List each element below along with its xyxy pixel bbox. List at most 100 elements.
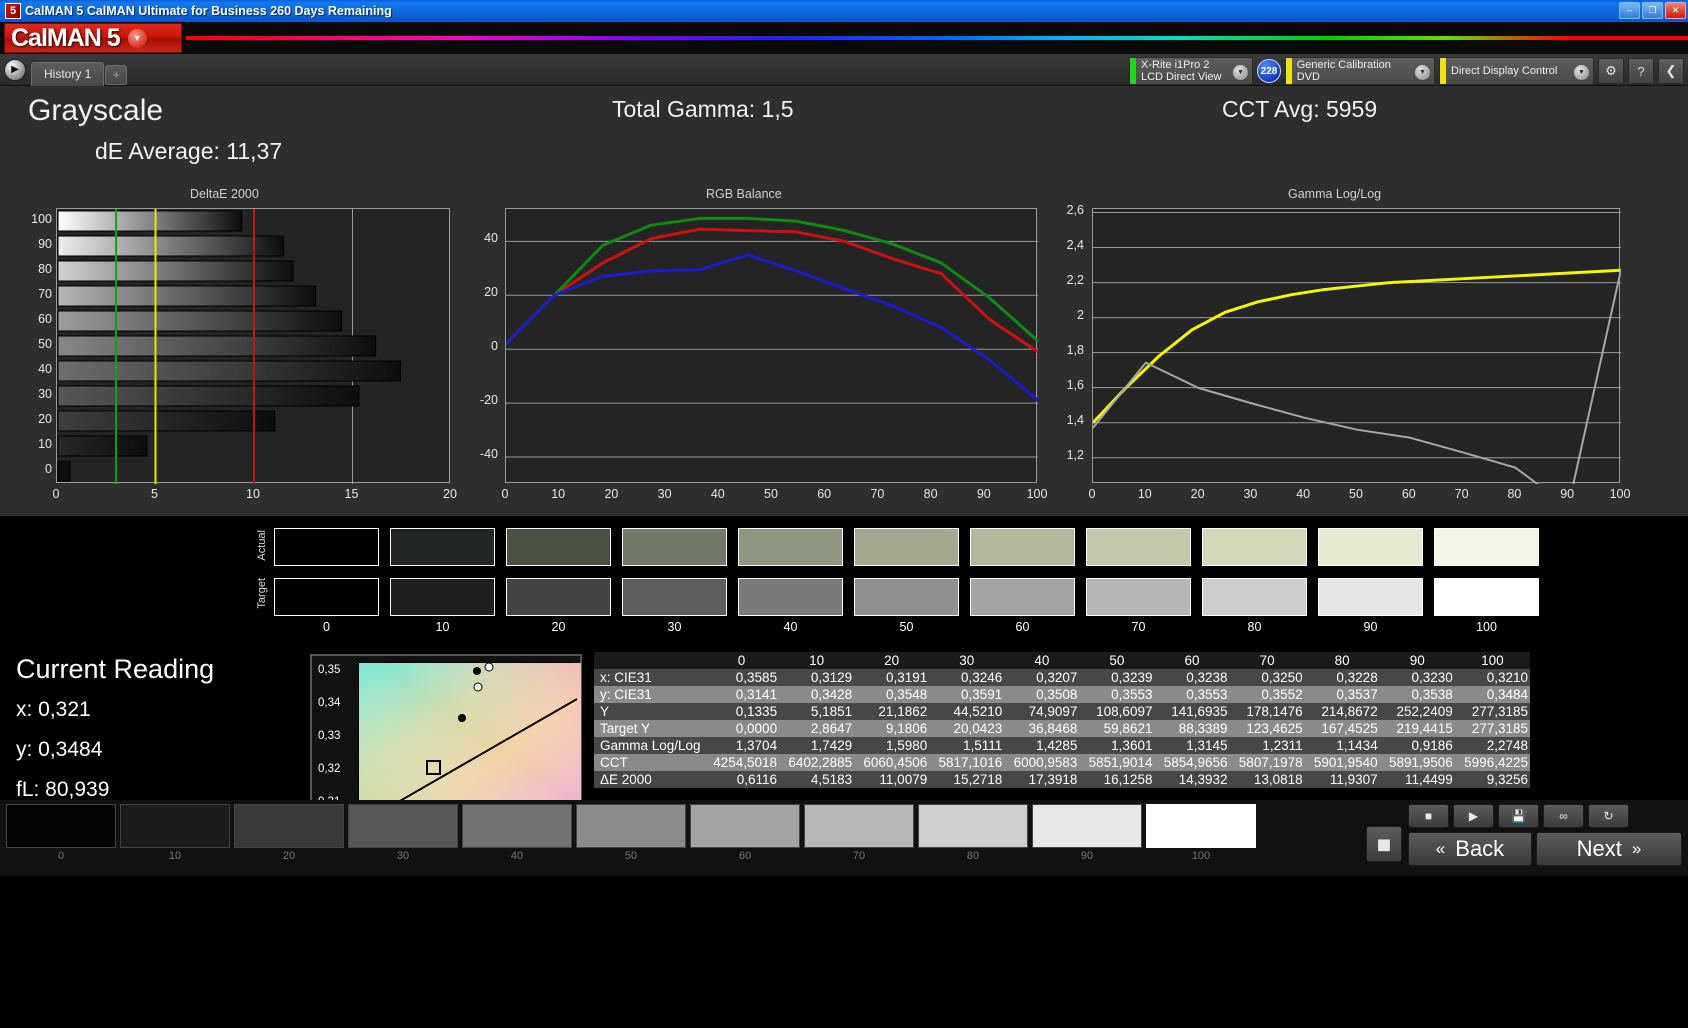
- table-cell: 0,3428: [779, 686, 855, 703]
- table-row-label: x: CIE31: [594, 669, 704, 686]
- target-patch: [506, 578, 611, 616]
- total-gamma-value: Total Gamma: 1,5: [612, 96, 794, 122]
- target-patch: [1434, 578, 1539, 616]
- table-cell: 9,1806: [854, 720, 930, 737]
- app-icon: 5: [5, 3, 21, 19]
- source-status-indicator: [1286, 58, 1292, 84]
- rgb-xtick: 60: [817, 487, 832, 501]
- logo-text: CalMAN 5: [11, 23, 121, 52]
- rgb-ytick: 0: [491, 339, 498, 354]
- bottom-patch-label: 80: [966, 850, 980, 862]
- table-cell: 0,3239: [1079, 669, 1155, 686]
- patch-step-label: 0: [323, 620, 330, 634]
- table-column-header: 90: [1379, 652, 1455, 669]
- table-corner: [594, 652, 704, 669]
- table-cell: 214,8672: [1304, 703, 1380, 720]
- patch-step-label: 70: [1131, 620, 1146, 634]
- chevron-down-icon[interactable]: ▼: [1415, 65, 1430, 80]
- stop-button[interactable]: ■: [1408, 804, 1449, 828]
- add-tab-button[interactable]: +: [105, 64, 128, 85]
- deltae-chart-title: DeltaE 2000: [190, 187, 259, 201]
- save-button[interactable]: 💾: [1498, 804, 1539, 828]
- patch-step-label: 40: [783, 620, 798, 634]
- rgb-xtick: 90: [976, 487, 991, 501]
- bottom-area: Current Reading x: 0,321 y: 0,3484 fL: 8…: [0, 646, 1688, 876]
- table-cell: 1,3145: [1154, 737, 1230, 754]
- table-cell: 1,3601: [1079, 737, 1155, 754]
- back-button[interactable]: « Back: [1408, 832, 1532, 866]
- table-column-header: 80: [1304, 652, 1380, 669]
- reading-y: y: 0,3484: [16, 738, 103, 761]
- table-cell: 0,3591: [929, 686, 1005, 703]
- table-cell: 14,3932: [1154, 771, 1230, 788]
- table-cell: 0,3548: [854, 686, 930, 703]
- bottom-patch[interactable]: [234, 804, 344, 848]
- chevron-down-icon[interactable]: ▼: [1574, 65, 1589, 80]
- source-selector[interactable]: Generic Calibration DVD ▼: [1285, 57, 1435, 85]
- table-cell: 21,1862: [854, 703, 930, 720]
- table-cell: 0,3228: [1304, 669, 1380, 686]
- display-control-label: Direct Display Control: [1451, 65, 1558, 77]
- table-row: Gamma Log/Log 1,3704 1,7429 1,5980 1,5111 1,4…: [594, 737, 1530, 754]
- patch-step-label: 30: [667, 620, 682, 634]
- bottom-patch[interactable]: [462, 804, 572, 848]
- table-cell: 1,5980: [854, 737, 930, 754]
- chevron-down-icon[interactable]: ▼: [127, 28, 147, 48]
- table-cell: 0,3210: [1454, 669, 1530, 686]
- table-cell: 0,3585: [704, 669, 780, 686]
- help-icon[interactable]: ?: [1628, 58, 1654, 84]
- calman-logo[interactable]: CalMAN 5 ▼: [4, 23, 182, 53]
- minimize-icon[interactable]: –: [1619, 2, 1640, 19]
- gamma-ytick: 1,8: [1066, 342, 1084, 357]
- bottom-patch[interactable]: [120, 804, 230, 848]
- deltae-ytick: 100: [31, 211, 52, 226]
- table-cell: 59,8621: [1079, 720, 1155, 737]
- gamma-xtick: 40: [1296, 487, 1311, 501]
- bottom-patch[interactable]: [6, 804, 116, 848]
- deltae-xtick: 10: [246, 487, 260, 501]
- gamma-xtick: 50: [1349, 487, 1363, 501]
- tab-history-1[interactable]: History 1: [31, 61, 105, 86]
- target-patch-icon[interactable]: ◼: [1366, 826, 1402, 862]
- meter-selector[interactable]: X-Rite i1Pro 2 LCD Direct View ▼: [1129, 57, 1253, 85]
- bottom-patch[interactable]: [576, 804, 686, 848]
- maximize-icon[interactable]: ❐: [1642, 2, 1663, 19]
- bottom-patch[interactable]: [1146, 804, 1256, 848]
- next-button[interactable]: Next »: [1536, 832, 1682, 866]
- rgb-chart-title: RGB Balance: [706, 187, 782, 201]
- table-column-header: 40: [1004, 652, 1080, 669]
- table-column-header: 10: [779, 652, 855, 669]
- bottom-patch[interactable]: [690, 804, 800, 848]
- gamma-ytick: 1,4: [1066, 412, 1084, 427]
- table-cell: 0,0000: [704, 720, 780, 737]
- patch-step-label: 50: [899, 620, 914, 634]
- collapse-panel-icon[interactable]: ❮: [1658, 58, 1684, 84]
- rgb-xtick: 10: [551, 487, 566, 501]
- refresh-button[interactable]: ↻: [1588, 804, 1629, 828]
- cie-ytick: 0,33: [318, 730, 341, 742]
- table-row: ΔE 2000 0,6116 4,5183 11,0079 15,2718 17,3918…: [594, 771, 1530, 788]
- gear-icon[interactable]: ⚙: [1598, 58, 1624, 84]
- close-icon[interactable]: ✕: [1665, 2, 1686, 19]
- continuous-button[interactable]: ∞: [1543, 804, 1584, 828]
- table-cell: 5891,9506: [1379, 754, 1455, 771]
- display-control-selector[interactable]: Direct Display Control ▼: [1439, 57, 1594, 85]
- reading-fl: fL: 80,939: [16, 778, 110, 801]
- table-cell: 108,6097: [1079, 703, 1155, 720]
- bottom-patch[interactable]: [918, 804, 1028, 848]
- chevron-down-icon[interactable]: ▼: [1233, 65, 1248, 80]
- play-button[interactable]: ▶: [1453, 804, 1494, 828]
- deltae-ytick: 40: [38, 361, 52, 376]
- target-patch: [854, 578, 959, 616]
- bottom-patch-label: 40: [510, 850, 524, 862]
- bottom-patch[interactable]: [804, 804, 914, 848]
- play-icon[interactable]: ▶: [4, 58, 26, 81]
- table-cell: 0,3553: [1154, 686, 1230, 703]
- main-toolbar: ▶ History 1 + X-Rite i1Pro 2 LCD Direct V…: [0, 54, 1688, 86]
- bottom-patch[interactable]: [1032, 804, 1142, 848]
- back-label: Back: [1455, 836, 1505, 861]
- target-patch: [1086, 578, 1191, 616]
- table-cell: 0,3552: [1229, 686, 1305, 703]
- bottom-patch[interactable]: [348, 804, 458, 848]
- cie-ytick: 0,32: [318, 763, 341, 775]
